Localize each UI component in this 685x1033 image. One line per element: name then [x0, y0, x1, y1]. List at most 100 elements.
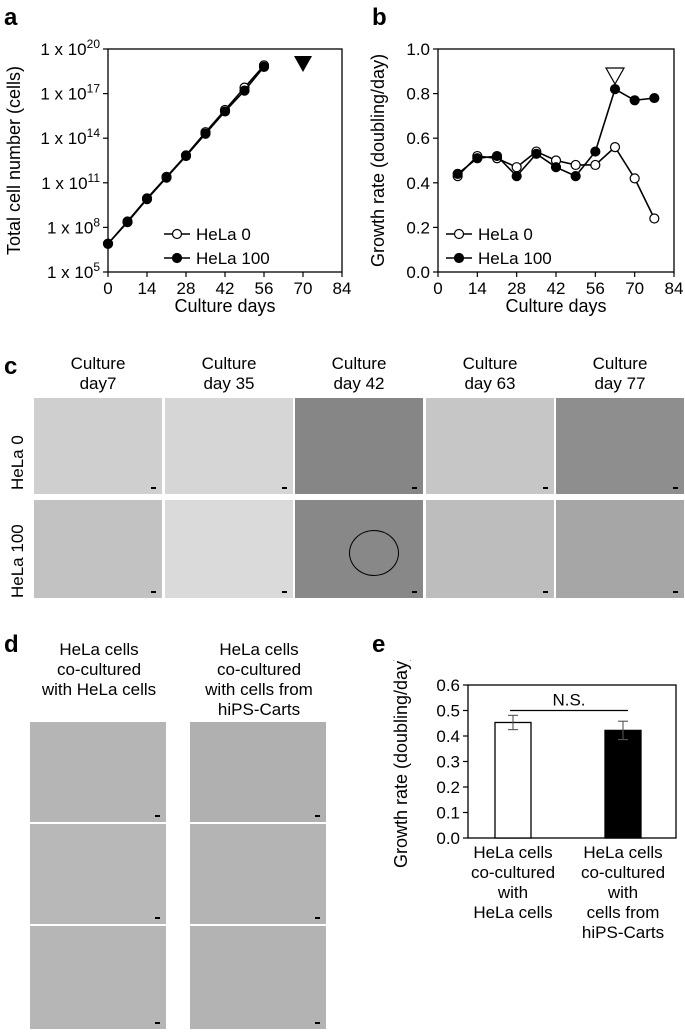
- significance-label: N.S.: [552, 691, 585, 710]
- category-label: HeLa cells: [473, 903, 552, 922]
- data-point: [590, 159, 601, 171]
- data-point: [609, 84, 621, 95]
- micrograph-c: [295, 398, 423, 494]
- chart-b-growth-rate: 0 14 28 42 56 70 84 Culture days 0.0 0.2 0.4 0.6 0.8…: [368, 40, 683, 316]
- scale-bar: [151, 591, 156, 593]
- y-axis-label: Growth rate (doubling/day): [368, 54, 388, 267]
- y-axis-label: Growth rate (doubling/day): [391, 660, 411, 868]
- category-label: co-cultured: [581, 863, 665, 882]
- scale-bar: [155, 815, 160, 817]
- scale-bar: [315, 815, 320, 817]
- x-tick-label: 0: [103, 279, 112, 298]
- x-tick-label: 56: [586, 279, 605, 298]
- data-point: [180, 150, 192, 162]
- header-line: day7: [79, 374, 117, 393]
- micrograph-c: [556, 398, 684, 494]
- data-point: [452, 168, 463, 179]
- legend-marker: [171, 252, 183, 264]
- column-header: HeLa cells co-cultured with cells from hiPS…: [182, 640, 336, 720]
- header-line: day 63: [464, 374, 516, 393]
- y-tick-label: 1 x 105: [47, 260, 100, 282]
- data-point: [161, 172, 172, 183]
- data-point: [239, 85, 250, 96]
- micrograph-c: [165, 500, 293, 598]
- data-point: [649, 213, 660, 224]
- header-line: Culture: [592, 354, 648, 373]
- header-line: day 35: [203, 374, 255, 393]
- scale-bar: [151, 487, 156, 489]
- micrograph-c: [426, 398, 554, 494]
- y-tick-label: 0.4: [406, 174, 430, 193]
- panel-label-d: d: [4, 631, 19, 658]
- micrograph-c: [556, 500, 684, 598]
- category-label: HeLa cells: [583, 843, 662, 862]
- y-axis-label: Total cell number (cells): [4, 66, 24, 255]
- y-tick-label: 1 x 1020: [40, 37, 100, 59]
- header-line: Culture: [331, 354, 387, 373]
- header-line: with HeLa cells: [41, 680, 157, 699]
- scale-bar: [155, 1022, 160, 1024]
- data-point: [550, 162, 562, 173]
- scale-bar: [315, 917, 320, 919]
- micrograph-d: [30, 824, 166, 924]
- category-label: hiPS-Carts: [582, 923, 664, 942]
- header-line: HeLa cells: [59, 640, 139, 659]
- bar: [494, 721, 532, 839]
- header-line: HeLa cells: [219, 640, 299, 659]
- header-line: Culture: [201, 354, 257, 373]
- y-tick-label: 1.0: [406, 40, 430, 59]
- data-point: [141, 194, 153, 205]
- legend-label: HeLa 0: [478, 225, 533, 244]
- filled-triangle-marker: [294, 56, 312, 72]
- y-tick-label: 1 x 1011: [41, 171, 100, 193]
- x-tick-label: 42: [216, 279, 235, 298]
- scale-bar: [543, 591, 548, 593]
- data-point: [511, 162, 522, 173]
- data-point: [570, 159, 581, 171]
- micrograph-d: [190, 926, 326, 1029]
- legend-label: HeLa 100: [196, 249, 270, 268]
- data-point: [102, 238, 114, 249]
- x-tick-label: 28: [177, 279, 196, 298]
- legend-marker: [453, 228, 465, 240]
- y-tick-label: 1 x 108: [47, 215, 100, 237]
- y-tick-label: 0.0: [406, 263, 430, 282]
- scale-bar: [155, 917, 160, 919]
- scale-bar: [543, 487, 548, 489]
- x-tick-label: 84: [333, 279, 352, 298]
- scale-bar: [412, 591, 417, 593]
- row-header: HeLa 100: [8, 524, 27, 598]
- panel-label-b: b: [372, 4, 387, 31]
- legend-label: HeLa 100: [478, 249, 552, 268]
- category-label: HeLa cells: [473, 843, 552, 862]
- data-point: [472, 153, 483, 164]
- row-header: HeLa 0: [8, 435, 27, 490]
- data-point: [531, 148, 542, 159]
- micrograph-d: [30, 926, 166, 1029]
- y-tick-label: 0.1: [436, 804, 460, 823]
- header-line: day 77: [594, 374, 646, 393]
- y-tick-label: 0.0: [436, 829, 460, 848]
- data-point: [258, 61, 270, 72]
- data-point: [200, 128, 211, 139]
- header-line: day 42: [333, 374, 385, 393]
- micrograph-c: [426, 500, 554, 598]
- scale-bar: [673, 591, 678, 593]
- data-point: [219, 106, 231, 117]
- x-axis-label: Culture days: [174, 296, 275, 316]
- x-tick-label: 14: [468, 279, 487, 298]
- x-tick-label: 56: [255, 279, 274, 298]
- micrograph-c: [165, 398, 293, 494]
- data-point: [491, 150, 503, 162]
- column-header: Culture day 77: [552, 354, 685, 394]
- scale-bar: [282, 591, 287, 593]
- column-header: HeLa cells co-cultured with HeLa cells: [22, 640, 176, 700]
- category-label: with: [497, 883, 528, 902]
- y-tick-label: 0.5: [436, 702, 460, 721]
- panel-label-a: a: [4, 4, 18, 31]
- column-header: Culture day7: [30, 354, 166, 394]
- legend-marker: [171, 228, 183, 240]
- micrograph-d: [190, 824, 326, 924]
- data-point: [570, 171, 581, 182]
- y-tick-label: 0.3: [436, 753, 460, 772]
